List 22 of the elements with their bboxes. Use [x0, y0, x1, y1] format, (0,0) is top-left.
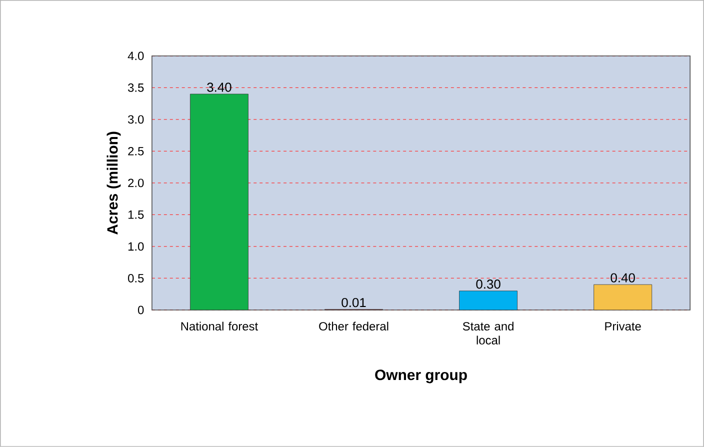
data-label: 3.40 [207, 82, 232, 92]
bar [190, 94, 248, 310]
y-tick-label: 3.0 [128, 115, 144, 124]
x-tick-label: National forest [181, 322, 258, 331]
y-tick-label: 2.5 [128, 146, 144, 156]
y-tick-label: 1.5 [128, 210, 144, 219]
x-axis-title: Owner group [375, 370, 467, 384]
y-tick-label: 4.0 [128, 52, 144, 60]
x-tick-label: Other federal [319, 322, 388, 331]
x-tick-label: State and local [462, 322, 514, 345]
y-tick-label: 1.0 [128, 242, 144, 251]
bar [594, 284, 652, 310]
y-tick-label: 3.5 [128, 83, 144, 92]
y-tick-label: 0 [138, 306, 144, 314]
y-axis-title: Acres (million) [106, 132, 121, 235]
data-label: 0.01 [342, 298, 366, 308]
data-label: 0.40 [610, 273, 635, 282]
y-tick-label: 2.0 [128, 178, 144, 188]
bar [459, 290, 518, 310]
y-tick-label: 0.5 [128, 274, 144, 282]
x-tick-label: Private [605, 322, 641, 331]
data-label: 0.30 [476, 280, 500, 289]
